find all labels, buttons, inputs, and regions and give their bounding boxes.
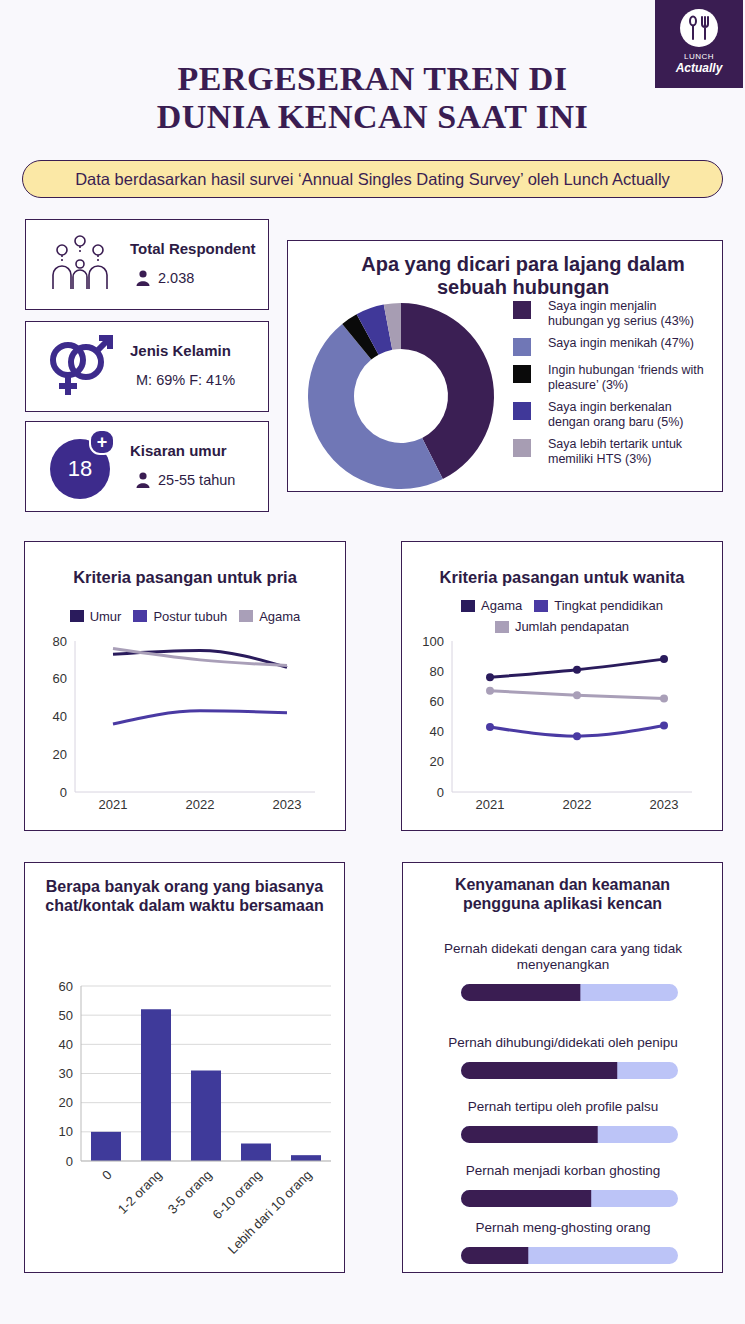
html-text:Jumlah pendapatan: Jumlah pendapatan — [514, 619, 630, 634]
svg-text:60: 60 — [59, 979, 73, 994]
svg-text:60: 60 — [430, 694, 444, 709]
html-text:Agama: Agama — [481, 598, 523, 613]
html-text:2.038: 2.038 — [158, 270, 195, 286]
html-text:Kriteria pasangan untuk pria: Kriteria pasangan untuk pria — [73, 568, 297, 586]
svg-text:2023: 2023 — [650, 797, 679, 812]
html-text:Ingin hubungan ‘friends with p: Ingin hubungan ‘friends with pleasure’ (… — [548, 363, 704, 392]
svg-text:80: 80 — [53, 634, 67, 649]
html-text:Saya lebih tertarik untuk memi: Saya lebih tertarik untuk memiliki HTS (… — [548, 437, 683, 466]
html-text:Actually: Actually — [675, 61, 723, 75]
html-text:Tingkat pendidikan: Tingkat pendidikan — [554, 598, 663, 613]
svg-text:40: 40 — [53, 709, 67, 724]
svg-text:0: 0 — [437, 785, 444, 800]
svg-text:2021: 2021 — [476, 797, 505, 812]
html-text:Saya ingin berkenalan dengan o: Saya ingin berkenalan dengan orang baru … — [548, 400, 684, 429]
html-text:Pernah meng-ghosting orang: Pernah meng-ghosting orang — [475, 1220, 651, 1235]
html-text:Saya ingin menjalin hubungan y: Saya ingin menjalin hubungan yg serius (… — [548, 299, 694, 328]
svg-text:100: 100 — [422, 634, 444, 649]
svg-text:20: 20 — [430, 754, 444, 769]
svg-text:0: 0 — [99, 1167, 115, 1183]
html-text:Postur tubuh: Postur tubuh — [153, 608, 228, 624]
html-text:Kenyamanan dan keamanan penggu: Kenyamanan dan keamanan pengguna aplikas… — [454, 876, 671, 912]
html-text:18: 18 — [67, 456, 93, 481]
svg-text:2022: 2022 — [186, 797, 215, 812]
html-text:25-55 tahun: 25-55 tahun — [158, 472, 236, 488]
html-text:Apa yang dicari para lajang da: Apa yang dicari para lajang dalam sebuah… — [361, 253, 685, 298]
svg-text:Lebih dari 10 orang: Lebih dari 10 orang — [225, 1167, 315, 1257]
svg-text:3-5 orang: 3-5 orang — [165, 1167, 215, 1217]
html-text:Berapa banyak orang yang biasa: Berapa banyak orang yang biasanya chat/k… — [45, 878, 324, 914]
html-text:Pernah dihubungi/didekati oleh: Pernah dihubungi/didekati oleh penipu — [448, 1035, 678, 1050]
html-text:Umur: Umur — [89, 608, 122, 624]
svg-text:60: 60 — [53, 671, 67, 686]
svg-text:20: 20 — [53, 747, 67, 762]
svg-text:80: 80 — [430, 664, 444, 679]
svg-text:2022: 2022 — [563, 797, 592, 812]
html-text:Pernah menjadi korban ghosting: Pernah menjadi korban ghosting — [465, 1163, 661, 1178]
html-text:Saya ingin menikah (47%): Saya ingin menikah (47%) — [548, 336, 694, 350]
svg-text:20: 20 — [59, 1095, 73, 1110]
svg-text:0: 0 — [66, 1154, 73, 1169]
svg-text:0: 0 — [60, 785, 67, 800]
html-text:Pernah didekati dengan cara ya: Pernah didekati dengan cara yang tidak m… — [444, 941, 682, 972]
html-text:PERGESERAN TREN DI: PERGESERAN TREN DI — [177, 60, 568, 97]
svg-text:50: 50 — [59, 1008, 73, 1023]
svg-text:10: 10 — [59, 1124, 73, 1139]
html-text:Kriteria pasangan untuk wanita: Kriteria pasangan untuk wanita — [439, 568, 685, 586]
svg-text:30: 30 — [59, 1066, 73, 1081]
html-text:Pernah tertipu oleh profile pa: Pernah tertipu oleh profile palsu — [467, 1099, 659, 1114]
svg-text:40: 40 — [59, 1037, 73, 1052]
html-text:DUNIA KENCAN SAAT INI: DUNIA KENCAN SAAT INI — [156, 98, 589, 135]
html-text:M: 69% F: 41%: M: 69% F: 41% — [136, 372, 236, 388]
svg-text:40: 40 — [430, 724, 444, 739]
html-text:Data berdasarkan hasil survei: Data berdasarkan hasil survei ‘Annual Si… — [75, 169, 670, 188]
html-text:Total Respondent: Total Respondent — [130, 240, 256, 257]
svg-text:1-2 orang: 1-2 orang — [115, 1167, 165, 1217]
html-text:Agama: Agama — [259, 608, 301, 624]
svg-text:2023: 2023 — [273, 797, 302, 812]
html-text:LUNCH: LUNCH — [684, 52, 714, 61]
html-text:Jenis Kelamin: Jenis Kelamin — [130, 342, 231, 359]
svg-text:2021: 2021 — [99, 797, 128, 812]
svg-text:6-10 orang: 6-10 orang — [209, 1167, 265, 1223]
html-text:Kisaran umur: Kisaran umur — [130, 442, 227, 459]
